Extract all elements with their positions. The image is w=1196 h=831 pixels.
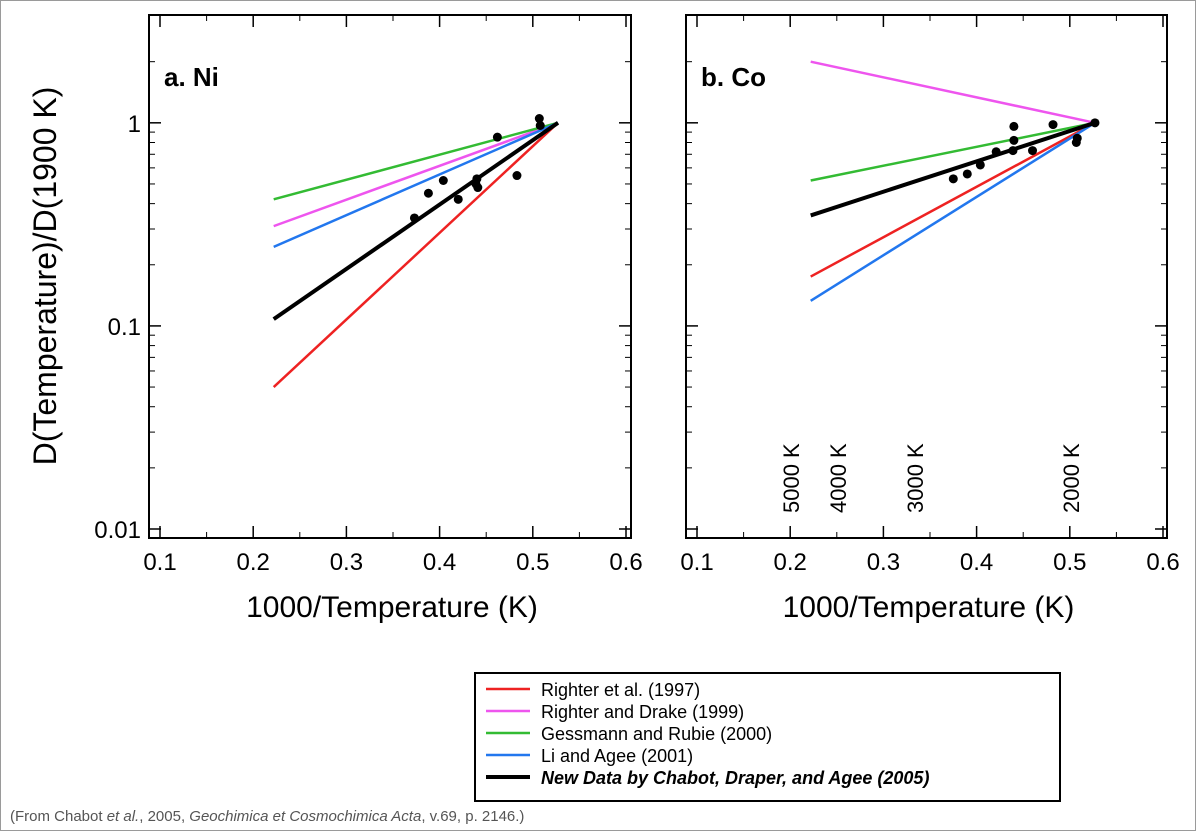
data-point: [423, 188, 433, 198]
legend-label-righter1997: Righter et al. (1997): [541, 680, 700, 700]
legend-label-li: Li and Agee (2001): [541, 746, 693, 766]
x-tick-label: 0.2: [774, 549, 807, 576]
x-tick-label: 0.1: [680, 549, 713, 576]
panel-title: a. Ni: [164, 62, 219, 92]
data-point: [473, 183, 483, 193]
figure-caption: (From Chabot et al., 2005, Geochimica et…: [10, 808, 524, 825]
data-point: [1048, 120, 1058, 130]
x-tick-label: 0.2: [237, 549, 270, 576]
series-line-righter1999: [273, 121, 559, 228]
x-tick-label: 0.3: [867, 549, 900, 576]
temperature-marker-label: 4000 K: [826, 443, 851, 513]
x-tick-label: 0.6: [1146, 549, 1179, 576]
data-point: [453, 194, 463, 204]
series-line-li: [273, 121, 559, 249]
data-point: [991, 147, 1001, 157]
data-point: [962, 169, 972, 179]
x-tick-label: 0.5: [516, 549, 549, 576]
data-point: [1072, 133, 1082, 143]
caption-suffix: , v.69, p. 2146.): [421, 808, 525, 825]
data-point: [535, 121, 545, 131]
series-line-li: [810, 121, 1096, 302]
x-tick-label: 0.4: [423, 549, 456, 576]
series-line-righter1999: [810, 60, 1096, 125]
y-axis-label: D(Temperature)/D(1900 K): [27, 87, 63, 466]
data-point: [409, 213, 419, 223]
temperature-marker-label: 2000 K: [1059, 443, 1084, 513]
data-point: [1090, 118, 1100, 128]
data-point: [472, 174, 482, 184]
data-point: [1008, 146, 1018, 156]
data-point: [1009, 121, 1019, 131]
x-axis-label: 1000/Temperature (K): [783, 591, 1075, 624]
caption-middle: , 2005,: [139, 808, 190, 825]
data-point: [492, 132, 502, 142]
data-point: [975, 160, 985, 170]
data-point: [1009, 135, 1019, 145]
caption-journal: Geochimica et Cosmochimica Acta: [189, 808, 422, 825]
y-tick-label: 1: [128, 111, 141, 138]
data-point: [534, 114, 544, 124]
x-tick-label: 0.5: [1053, 549, 1086, 576]
series-line-gessmann: [810, 121, 1096, 182]
chart-panel-2: 0.1 0.2 0.3 0.4 0.5 0.6 b. Co 1000/Temperature …: [680, 14, 1180, 624]
legend-box: [474, 672, 1061, 802]
legend-label-gessmann: Gessmann and Rubie (2000): [541, 724, 772, 744]
plot-frame: [685, 14, 1168, 539]
series-line-gessmann: [273, 121, 559, 201]
series-line-righter1997: [272, 121, 559, 388]
temperature-marker-label: 3000 K: [903, 443, 928, 513]
x-tick-label: 0.3: [330, 549, 363, 576]
legend-label-chabot: New Data by Chabot, Draper, and Agee (20…: [541, 768, 929, 788]
chart-panel-1: 0.1 0.2 0.3 0.4 0.5 0.60.010.11a. Ni1000/Temp…: [94, 14, 643, 624]
data-point: [1028, 146, 1038, 156]
data-point: [512, 171, 522, 181]
caption-etal: et al.: [106, 808, 140, 825]
y-tick-label: 0.01: [94, 517, 141, 544]
x-tick-label: 0.1: [143, 549, 176, 576]
y-tick-label: 0.1: [108, 314, 141, 341]
data-point: [948, 174, 958, 184]
x-tick-label: 0.4: [960, 549, 993, 576]
plot-frame: [148, 14, 632, 539]
panel-title: b. Co: [701, 62, 766, 92]
data-point: [438, 175, 448, 185]
caption-prefix: (From Chabot: [10, 808, 107, 825]
series-line-righter1997: [810, 121, 1096, 278]
legend-label-righter1999: Righter and Drake (1999): [541, 702, 744, 722]
temperature-marker-label: 5000 K: [779, 443, 804, 513]
x-tick-label: 0.6: [609, 549, 642, 576]
series-line-chabot: [810, 120, 1096, 218]
x-axis-label: 1000/Temperature (K): [246, 591, 538, 624]
